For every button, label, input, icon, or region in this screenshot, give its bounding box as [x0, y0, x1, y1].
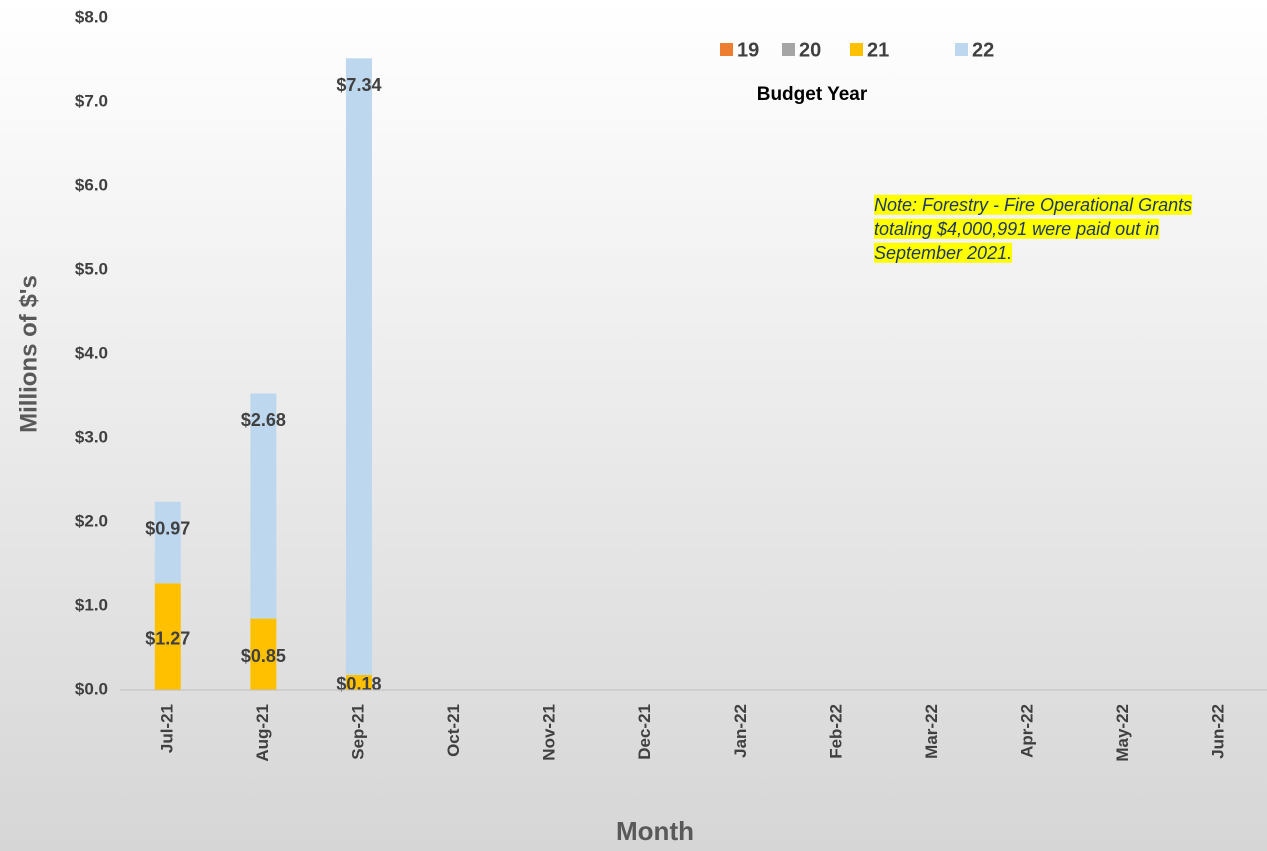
- y-axis-title: Millions of $'s: [15, 275, 42, 433]
- data-label: $0.97: [145, 519, 190, 539]
- legend-title: Budget Year: [757, 84, 868, 105]
- x-tick-label: Oct-21: [444, 704, 463, 757]
- annotation-highlight: [874, 218, 1160, 239]
- x-tick-label: Mar-22: [922, 704, 941, 759]
- annotation-highlight: [874, 242, 1013, 263]
- y-tick-label: $2.0: [75, 511, 108, 530]
- data-label: $7.34: [336, 75, 381, 95]
- y-tick-label: $6.0: [75, 175, 108, 194]
- legend-swatch: [955, 43, 968, 56]
- data-label: $0.85: [241, 646, 286, 666]
- legend-label: 19: [737, 39, 759, 61]
- x-tick-label: Jun-22: [1209, 704, 1228, 759]
- x-tick-label: Jul-21: [157, 704, 176, 753]
- legend-swatch: [782, 43, 795, 56]
- data-label: $1.27: [145, 628, 190, 648]
- y-tick-label: $3.0: [75, 427, 108, 446]
- annotation: totaling $4,000,991 were paid out in: [874, 219, 1159, 239]
- y-tick-label: $1.0: [75, 595, 108, 614]
- annotation: Note: Forestry - Fire Operational Grants: [874, 195, 1192, 215]
- x-tick-label: Feb-22: [826, 704, 845, 759]
- x-tick-label: May-22: [1113, 704, 1132, 762]
- bar-segment: [345, 674, 372, 690]
- legend-label: 21: [867, 39, 889, 61]
- bar-segment: [345, 58, 372, 675]
- bar-segment: [250, 393, 277, 619]
- y-tick-label: $8.0: [75, 7, 108, 26]
- x-axis-title: Month: [616, 816, 694, 846]
- x-tick-label: Jan-22: [731, 704, 750, 758]
- x-tick-label: Dec-21: [635, 704, 654, 760]
- data-label: $2.68: [241, 410, 286, 430]
- y-tick-label: $7.0: [75, 91, 108, 110]
- annotation-highlight: [874, 194, 1193, 215]
- annotation: September 2021.: [874, 243, 1012, 263]
- legend-swatch: [720, 43, 733, 56]
- legend-label: 20: [799, 39, 821, 61]
- bar-segment: [250, 618, 277, 690]
- bar-segment: [154, 501, 181, 584]
- x-tick-label: Sep-21: [348, 704, 367, 760]
- legend-swatch: [850, 43, 863, 56]
- data-label: $0.18: [336, 674, 381, 694]
- x-tick-label: Aug-21: [253, 704, 272, 762]
- y-tick-label: $4.0: [75, 343, 108, 362]
- x-tick-label: Nov-21: [540, 704, 559, 761]
- legend-label: 22: [972, 39, 994, 61]
- y-tick-label: $5.0: [75, 259, 108, 278]
- bar-segment: [154, 583, 181, 690]
- y-tick-label: $0.0: [75, 679, 108, 698]
- x-tick-label: Apr-22: [1018, 704, 1037, 758]
